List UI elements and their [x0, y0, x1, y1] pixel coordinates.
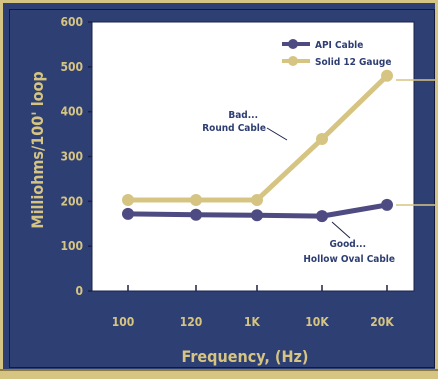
y-tick-label: 400: [60, 105, 83, 119]
y-tick-label: 100: [60, 239, 83, 253]
annotation-bad-line1: Bad...: [228, 110, 258, 121]
legend-label: API Cable: [315, 40, 363, 51]
annotation-bad-pointer: [266, 127, 288, 141]
y-tick-label: 500: [60, 60, 83, 74]
data-point: [316, 210, 328, 223]
data-point: [122, 207, 134, 220]
data-point: [190, 208, 202, 221]
annotation-good-line1: Good...: [330, 239, 366, 250]
x-tick-label: 1K: [244, 315, 261, 329]
x-tick-label: 10K: [305, 315, 329, 329]
x-tick-label: 100: [112, 315, 135, 329]
data-point: [251, 209, 263, 222]
annotation-good-line2: Hollow Oval Cable: [303, 254, 395, 265]
y-axis-title: Milliohms/100' loop: [28, 71, 47, 229]
data-point: [381, 198, 393, 211]
annotation-good-pointer: [331, 221, 351, 239]
data-point: [381, 69, 393, 82]
frame-inner-border: [9, 9, 435, 368]
data-point: [190, 193, 202, 206]
x-axis-title: Frequency, (Hz): [182, 347, 309, 366]
y-tick-label: 0: [75, 284, 83, 298]
legend-marker: [288, 56, 298, 66]
y-tick-label: 600: [60, 15, 83, 29]
annotation-bad-line2: Round Cable: [202, 123, 266, 134]
plot-area: [91, 21, 415, 292]
y-tick-label: 200: [60, 194, 83, 208]
x-tick-label: 20K: [370, 315, 394, 329]
x-tick-label: 120: [180, 315, 203, 329]
y-tick-label: 300: [60, 150, 83, 164]
frame-bottom-strip: [0, 369, 438, 379]
data-point: [122, 193, 134, 206]
data-point: [316, 133, 328, 146]
legend-label: Solid 12 Gauge: [315, 57, 391, 68]
data-point: [251, 193, 263, 206]
legend-marker: [288, 39, 298, 49]
